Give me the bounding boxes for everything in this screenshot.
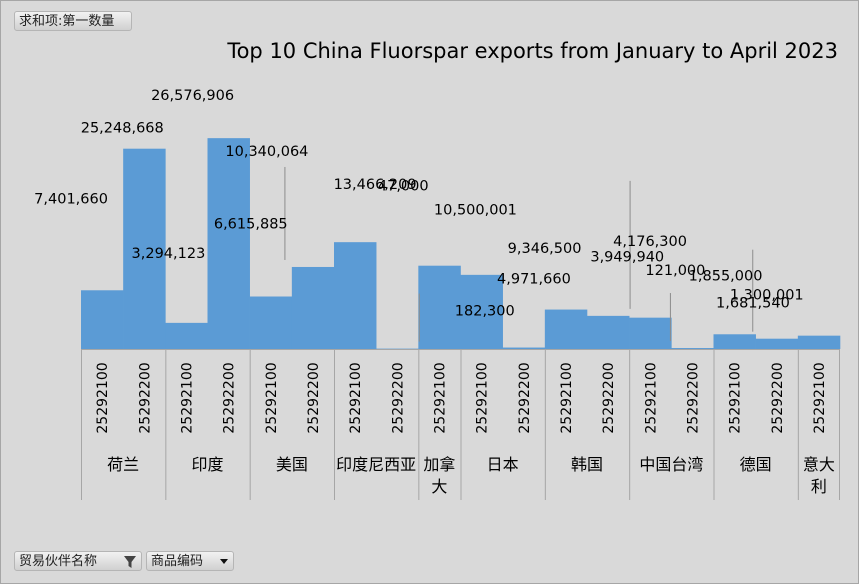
bar[interactable] <box>629 317 672 349</box>
x-group-label: 意大利 <box>803 455 835 496</box>
x-tick-label-code: 25292200 <box>685 362 701 433</box>
chart-title: Top 10 China Fluorspar exports from Janu… <box>226 39 838 63</box>
data-label: 121,000 <box>645 263 705 279</box>
x-tick-label-code: 25292100 <box>432 362 448 433</box>
x-tick-label-code: 25292200 <box>222 362 238 433</box>
data-label: 25,248,668 <box>81 121 164 137</box>
bar[interactable] <box>671 348 714 349</box>
bar[interactable] <box>81 290 124 349</box>
commodity-code-field-button[interactable]: 商品编码 <box>146 551 234 571</box>
data-label: 1,681,540 <box>716 296 790 312</box>
bar[interactable] <box>587 315 630 349</box>
x-group-label: 日本 <box>487 455 519 474</box>
x-tick-label-code: 25292200 <box>770 362 786 433</box>
bar[interactable] <box>460 274 503 349</box>
partner-name-field-button[interactable]: 贸易伙伴名称 <box>14 551 142 571</box>
x-tick-label-code: 25292100 <box>643 362 659 433</box>
bar[interactable] <box>544 309 588 349</box>
data-label: 182,300 <box>455 304 515 320</box>
data-label: 6,615,885 <box>214 217 288 233</box>
commodity-code-field-label: 商品编码 <box>151 554 204 569</box>
x-tick-label-code: 25292100 <box>559 362 575 433</box>
dropdown-arrow-icon[interactable] <box>219 552 229 577</box>
bar[interactable] <box>713 334 756 349</box>
x-group-label: 中国台湾 <box>639 455 703 474</box>
x-tick-label-code: 25292200 <box>306 362 322 433</box>
x-tick-label-code: 25292200 <box>517 362 533 433</box>
x-tick-label-code: 25292100 <box>728 362 744 433</box>
value-field-label: 求和项:第一数量 <box>19 14 115 29</box>
value-field-button[interactable]: 求和项:第一数量 <box>14 11 132 31</box>
x-group-label: 印度 <box>191 455 223 474</box>
bar[interactable] <box>165 322 208 349</box>
x-tick-label-code: 25292100 <box>348 362 364 433</box>
data-label: 7,401,660 <box>34 191 108 207</box>
x-group-label: 荷兰 <box>107 455 139 474</box>
filter-funnel-icon[interactable] <box>123 552 137 577</box>
x-tick-label-code: 25292100 <box>95 362 111 433</box>
x-tick-label-code: 25292200 <box>601 362 617 433</box>
x-tick-label-code: 25292100 <box>475 362 491 433</box>
x-group-label: 韩国 <box>571 455 603 474</box>
partner-name-field-label: 贸易伙伴名称 <box>19 554 98 569</box>
data-label: 10,500,001 <box>434 203 517 219</box>
bar[interactable] <box>291 266 335 349</box>
data-label: 13,466,209 <box>334 177 417 193</box>
x-tick-label-code: 25292100 <box>812 362 828 433</box>
data-label: 4,176,300 <box>613 234 687 250</box>
bar[interactable] <box>502 347 546 349</box>
x-tick-label-code: 25292200 <box>137 362 153 433</box>
data-label: 47,000 <box>378 179 429 195</box>
data-label: 4,971,660 <box>497 272 571 288</box>
data-label: 3,949,940 <box>590 250 664 266</box>
bar[interactable] <box>334 242 377 349</box>
bar[interactable] <box>418 265 461 349</box>
data-label: 1,855,000 <box>689 268 763 284</box>
data-label: 9,346,500 <box>508 241 582 257</box>
data-label: 3,294,123 <box>132 246 206 262</box>
bar[interactable] <box>207 138 250 349</box>
bar[interactable] <box>123 148 166 349</box>
bar[interactable] <box>755 338 799 349</box>
bar[interactable] <box>797 335 841 349</box>
data-label: 26,576,906 <box>151 88 234 104</box>
x-tick-label-code: 25292200 <box>390 362 406 433</box>
x-tick-label-code: 25292100 <box>179 362 195 433</box>
x-group-label: 加拿大 <box>423 455 455 496</box>
x-tick-label-code: 25292100 <box>264 362 280 433</box>
x-group-label: 美国 <box>276 455 308 474</box>
x-group-label: 印度尼西亚 <box>336 455 416 474</box>
x-group-label: 德国 <box>740 455 772 474</box>
data-label: 1,300,001 <box>730 288 804 304</box>
data-label: 10,340,064 <box>225 144 308 160</box>
bar[interactable] <box>249 296 293 349</box>
